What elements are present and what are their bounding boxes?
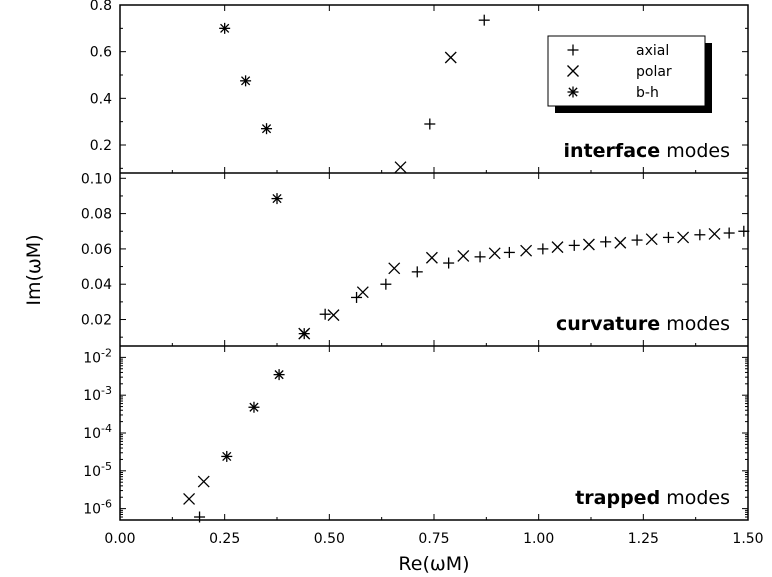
data-point-b-h [261, 123, 273, 135]
y-tick-label: 10-3 [83, 384, 112, 404]
data-point-axial [738, 225, 750, 237]
data-point-axial [474, 251, 486, 263]
y-tick-label: 0.06 [81, 242, 112, 258]
data-point-axial [503, 246, 515, 258]
data-point-axial [380, 278, 392, 290]
data-point-polar [614, 236, 627, 249]
data-point-b-h [298, 328, 310, 340]
legend-box [547, 35, 706, 107]
data-point-axial [194, 511, 206, 523]
legend-marker-axial [567, 44, 579, 56]
data-point-b-h [219, 22, 231, 34]
legend: axial polar b-h [547, 35, 712, 113]
legend-marker-polar [567, 65, 579, 77]
data-point-axial [411, 266, 423, 278]
data-point-axial [600, 236, 612, 248]
axis-ticks: 0.00 0.25 0.50 0.75 1.00 1.25 1.50 0.2 0.4 0.6 0.8… [81, 0, 764, 547]
panel-annotation-trapped: trapped modes [575, 487, 730, 509]
data-point-axial [568, 239, 580, 251]
x-tick-label: 0.50 [314, 531, 345, 547]
x-axis-label: Re(ωM) [398, 553, 469, 575]
y-tick-label: 0.6 [90, 45, 112, 61]
data-point-polar [551, 241, 564, 254]
y-tick-label: 0.02 [81, 313, 112, 329]
data-point-axial [319, 308, 331, 320]
y-tick-label: 0.08 [81, 207, 112, 223]
data-point-b-h [273, 369, 285, 381]
data-point-axial [631, 234, 643, 246]
data-point-axial [723, 227, 735, 239]
y-tick-label: 0.2 [90, 138, 112, 154]
data-point-polar [388, 262, 401, 275]
data-point-polar [645, 233, 658, 246]
x-tick-label: 1.50 [732, 531, 763, 547]
x-tick-label: 1.25 [628, 531, 659, 547]
data-point-b-h [271, 193, 283, 205]
data-point-polar [394, 161, 407, 174]
data-point-axial [443, 257, 455, 269]
data-point-polar [356, 286, 369, 299]
y-tick-label: 0.4 [90, 91, 112, 107]
panel-annotation-curvature: curvature modes [556, 313, 730, 335]
data-point-polar [327, 309, 340, 322]
data-point-polar [488, 247, 501, 260]
data-point-polar [520, 244, 533, 257]
data-point-polar [197, 475, 210, 488]
data-point-axial [424, 118, 436, 130]
data-point-axial [662, 231, 674, 243]
legend-marker-b-h [567, 86, 579, 98]
data-point-axial [351, 291, 363, 303]
data-point-axial [478, 14, 490, 26]
data-points [183, 14, 750, 523]
data-point-polar [457, 250, 470, 262]
data-point-axial [694, 229, 706, 241]
y-tick-label: 0.10 [81, 171, 112, 187]
x-tick-label: 0.75 [418, 531, 449, 547]
data-point-polar [582, 238, 595, 251]
legend-label: b-h [636, 85, 659, 101]
x-tick-label: 0.25 [209, 531, 240, 547]
data-point-b-h [240, 75, 252, 87]
data-point-b-h [221, 450, 233, 462]
y-axis-label: Im(ωM) [23, 234, 45, 305]
y-tick-label: 0.8 [90, 0, 112, 14]
y-tick-label: 10-5 [83, 460, 112, 480]
data-point-polar [183, 493, 196, 505]
panel-annotation-interface: interface modes [564, 140, 730, 162]
data-point-axial [537, 243, 549, 255]
data-point-polar [444, 51, 457, 64]
legend-label: axial [636, 43, 669, 59]
y-tick-label: 10-4 [83, 422, 112, 442]
data-point-polar [708, 227, 721, 240]
legend-label: polar [636, 64, 672, 80]
data-point-polar [425, 251, 438, 264]
y-tick-label: 10-2 [83, 346, 112, 366]
x-tick-label: 1.00 [523, 531, 554, 547]
data-point-b-h [248, 401, 260, 413]
y-tick-label: 10-6 [83, 498, 112, 518]
y-tick-label: 0.04 [81, 277, 112, 293]
data-point-polar [677, 231, 690, 244]
annotations: interface modes curvature modes trapped mo… [556, 140, 730, 509]
x-tick-label: 0.00 [104, 531, 135, 547]
